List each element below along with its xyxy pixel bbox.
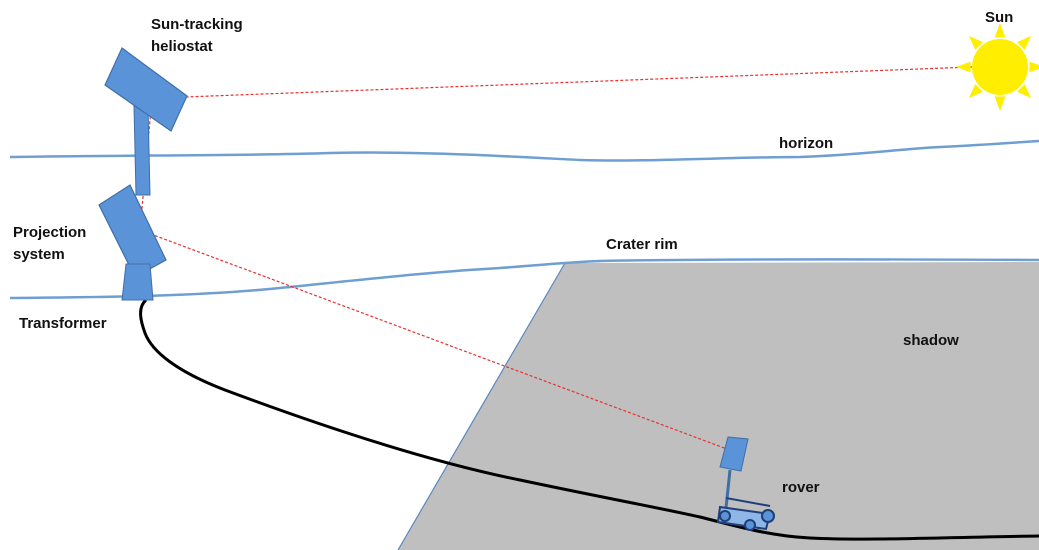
projection-system-label: Projection system (13, 224, 91, 263)
sun-ray (1017, 84, 1032, 99)
heliostat-mast (133, 105, 151, 196)
transformer-label: Transformer (19, 315, 107, 332)
projection-base (121, 263, 154, 301)
horizon-label: horizon (779, 135, 833, 152)
projection-system (98, 184, 167, 301)
sun-label: Sun (985, 9, 1013, 26)
horizon-line (9, 139, 1039, 162)
rover-wheel-middle (744, 519, 756, 531)
crater-rim-label: Crater rim (606, 236, 678, 253)
shadow-edge-line (397, 262, 566, 550)
rover-rail (725, 497, 771, 507)
power-cable (139, 298, 1039, 541)
heliostat-mirror (104, 47, 188, 132)
rover (716, 436, 775, 531)
crater-rim-line (9, 258, 1039, 300)
sun-ray (1017, 35, 1032, 50)
sun-ray (968, 35, 983, 50)
shadow-label: shadow (903, 332, 959, 349)
rover-wheel-rear (719, 510, 731, 522)
rover-body (716, 505, 772, 531)
sun-icon (956, 23, 1039, 111)
sun-ray (968, 84, 983, 99)
sun-ray (994, 23, 1006, 38)
projection-label-line2: system (13, 246, 65, 263)
shadow-region (398, 262, 1039, 550)
heliostat-label-line1: Sun-tracking (151, 16, 243, 33)
rover-mast (724, 469, 732, 509)
sun-disc (972, 39, 1028, 95)
heliostat-label-line2: heliostat (151, 38, 213, 55)
rover-wheel-front (761, 509, 775, 523)
sun-ray (956, 61, 971, 73)
projection-mirror (98, 184, 167, 278)
sun-ray (1029, 61, 1039, 73)
heliostat-label: Sun-tracking heliostat (151, 16, 247, 55)
rover-receiver-panel (719, 436, 749, 472)
projection-label-line1: Projection (13, 224, 86, 241)
rover-label: rover (782, 479, 820, 496)
sun-ray (994, 96, 1006, 111)
